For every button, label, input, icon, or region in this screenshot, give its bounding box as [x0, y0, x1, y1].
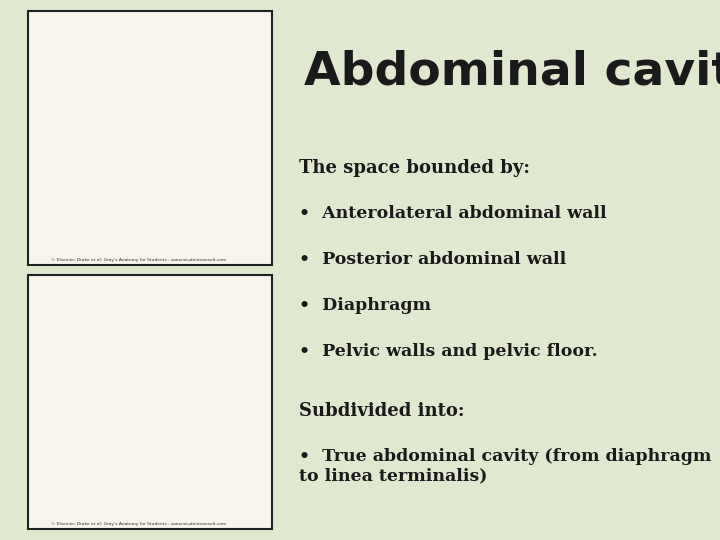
Text: •  Anterolateral abdominal wall: • Anterolateral abdominal wall [300, 205, 607, 222]
Bar [27, 275, 271, 529]
Text: •  Diaphragm: • Diaphragm [300, 297, 431, 314]
Text: © Elsevier, Drake et al; Gray's Anatomy for Students - www.studentconsult.com: © Elsevier, Drake et al; Gray's Anatomy … [51, 523, 226, 526]
Text: Abdominal cavity: Abdominal cavity [304, 50, 720, 95]
Bar [27, 11, 271, 265]
Text: •  Pelvic walls and pelvic floor.: • Pelvic walls and pelvic floor. [300, 343, 598, 360]
Text: •  Posterior abdominal wall: • Posterior abdominal wall [300, 251, 567, 268]
Text: Subdivided into:: Subdivided into: [300, 402, 465, 420]
Text: •  True abdominal cavity (from diaphragm
to linea terminalis): • True abdominal cavity (from diaphragm … [300, 448, 711, 484]
Text: The space bounded by:: The space bounded by: [300, 159, 531, 177]
Text: © Elsevier, Drake et al; Gray's Anatomy for Students - www.studentconsult.com: © Elsevier, Drake et al; Gray's Anatomy … [51, 258, 226, 262]
